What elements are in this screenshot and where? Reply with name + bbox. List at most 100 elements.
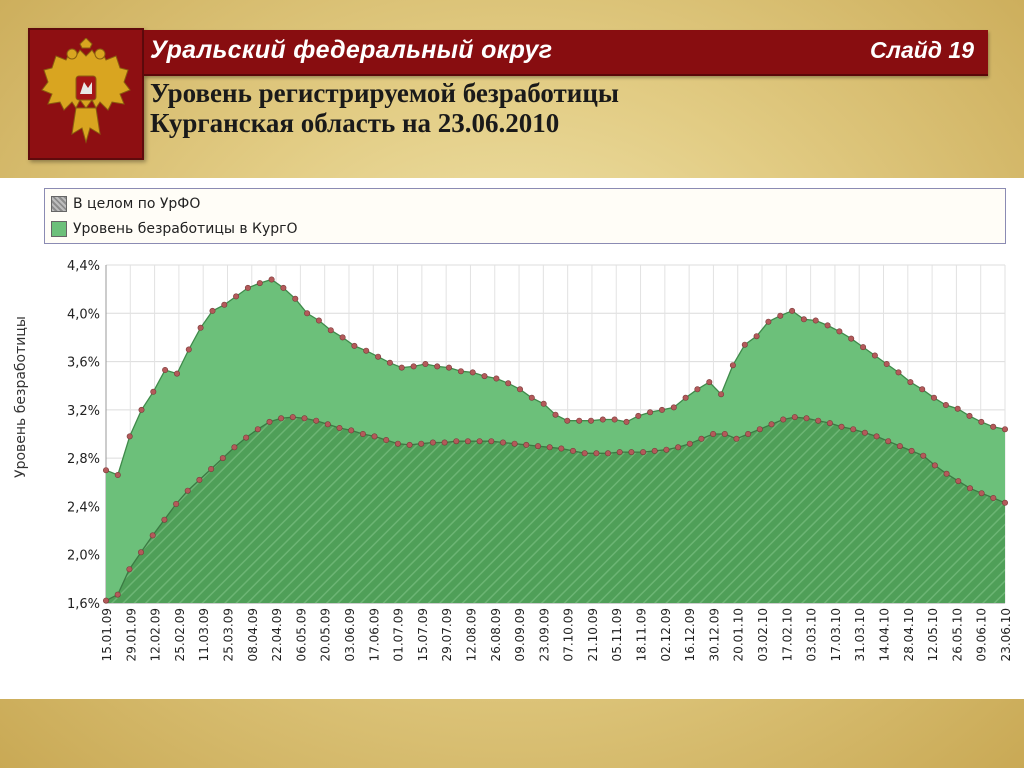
x-tick-label: 31.03.10 <box>853 608 867 661</box>
kurgo-point <box>363 347 370 354</box>
x-tick-label: 02.12.09 <box>659 608 673 661</box>
urfo-point <box>651 447 658 454</box>
kurgo-point <box>209 307 216 314</box>
urfo-point <box>931 462 938 469</box>
urfo-point <box>780 416 787 423</box>
urfo-point <box>546 444 553 451</box>
kurgo-point <box>789 307 796 314</box>
kurgo-point <box>883 361 890 368</box>
urfo-point <box>126 566 133 573</box>
x-tick-label: 12.08.09 <box>464 608 478 661</box>
kurgo-point <box>552 411 559 418</box>
x-tick-label: 05.11.09 <box>610 608 624 661</box>
urfo-point <box>873 433 880 440</box>
kurgo-point <box>777 312 784 319</box>
kurgo-point <box>233 293 240 300</box>
kurgo-point <box>375 353 382 360</box>
urfo-point <box>266 418 273 425</box>
kurgo-point <box>280 284 287 291</box>
urfo-point <box>196 476 203 483</box>
legend-item-urfo: В целом по УрФО <box>51 193 200 215</box>
x-tick-label: 15.01.09 <box>100 608 114 661</box>
kurgo-point <box>741 341 748 348</box>
urfo-point <box>604 450 611 457</box>
x-tick-label: 17.02.10 <box>780 608 794 661</box>
x-tick-label: 21.10.09 <box>586 608 600 661</box>
urfo-point <box>149 532 156 539</box>
region-title: Уральский федеральный округ <box>150 36 553 64</box>
x-tick-label: 07.10.09 <box>562 608 576 661</box>
kurgo-point <box>493 375 500 382</box>
urfo-point <box>978 490 985 497</box>
subtitle-line-2: Курганская область на 23.06.2010 <box>150 108 560 138</box>
urfo-point <box>1001 499 1008 506</box>
urfo-point <box>593 450 600 457</box>
legend-label-kurgo: Уровень безработицы в КургО <box>73 221 298 237</box>
urfo-point <box>791 414 798 421</box>
slide-number: Слайд 19 <box>870 37 974 63</box>
urfo-point <box>616 449 623 456</box>
urfo-point <box>826 420 833 427</box>
urfo-point <box>184 487 191 494</box>
kurgo-point <box>221 301 228 308</box>
x-tick-label: 23.09.09 <box>537 608 551 661</box>
x-tick-label: 29.07.09 <box>440 608 454 661</box>
urfo-point <box>418 440 425 447</box>
urfo-point <box>138 549 145 556</box>
kurgo-point <box>836 328 843 335</box>
kurgo-point <box>587 417 594 424</box>
legend-item-kurgo: Уровень безработицы в КургО <box>51 218 298 240</box>
x-tick-label: 25.03.09 <box>221 608 235 661</box>
x-tick-label: 09.06.10 <box>975 608 989 661</box>
kurgo-point <box>611 416 618 423</box>
kurgo-point <box>540 400 547 407</box>
urfo-point <box>371 433 378 440</box>
kurgo-point <box>292 295 299 302</box>
urfo-point <box>581 450 588 457</box>
legend-label-urfo: В целом по УрФО <box>73 196 201 212</box>
kurgo-point <box>434 363 441 370</box>
kurgo-point <box>907 379 914 386</box>
kurgo-point <box>244 284 251 291</box>
urfo-point <box>534 443 541 450</box>
kurgo-point <box>990 423 997 430</box>
kurgo-point <box>682 394 689 401</box>
kurgo-point <box>528 394 535 401</box>
subtitle-line-1: Уровень регистрируемой безработицы <box>150 78 619 108</box>
x-tick-label: 18.11.09 <box>635 608 649 661</box>
kurgo-point <box>718 391 725 398</box>
kurgo-point <box>954 405 961 412</box>
x-tick-label: 25.02.09 <box>173 608 187 661</box>
x-tick-label: 17.03.10 <box>829 608 843 661</box>
kurgo-point <box>824 322 831 329</box>
legend-swatch-kurgo <box>51 221 67 237</box>
urfo-point <box>838 423 845 430</box>
urfo-point <box>441 439 448 446</box>
double-headed-eagle-icon <box>41 38 131 144</box>
kurgo-point <box>410 363 417 370</box>
kurgo-point <box>564 417 571 424</box>
x-tick-label: 15.07.09 <box>416 608 430 661</box>
urfo-point <box>896 443 903 450</box>
urfo-point <box>803 415 810 422</box>
urfo-point <box>383 437 390 444</box>
x-tick-label: 12.05.10 <box>926 608 940 661</box>
kurgo-point <box>812 317 819 324</box>
kurgo-point <box>670 404 677 411</box>
unemployment-area-chart: 1,6% 2,0% 2,4% 2,8% 3,2% 3,6% 4,0% 4,4% 15.01.0… <box>13 259 1013 661</box>
kurgo-point <box>339 334 346 341</box>
urfo-point <box>208 466 215 473</box>
x-tick-label: 30.12.09 <box>707 608 721 661</box>
kurgo-point <box>445 364 452 371</box>
urfo-point <box>289 414 296 421</box>
kurgo-point <box>197 324 204 331</box>
x-tick-label: 22.04.09 <box>270 608 284 661</box>
kurgo-point <box>658 406 665 413</box>
kurgo-point <box>599 416 606 423</box>
urfo-point <box>359 431 366 438</box>
kurgo-point <box>860 344 867 351</box>
urfo-point <box>173 501 180 508</box>
urfo-point <box>103 597 110 604</box>
kurgo-point <box>422 361 429 368</box>
urfo-point <box>768 421 775 428</box>
